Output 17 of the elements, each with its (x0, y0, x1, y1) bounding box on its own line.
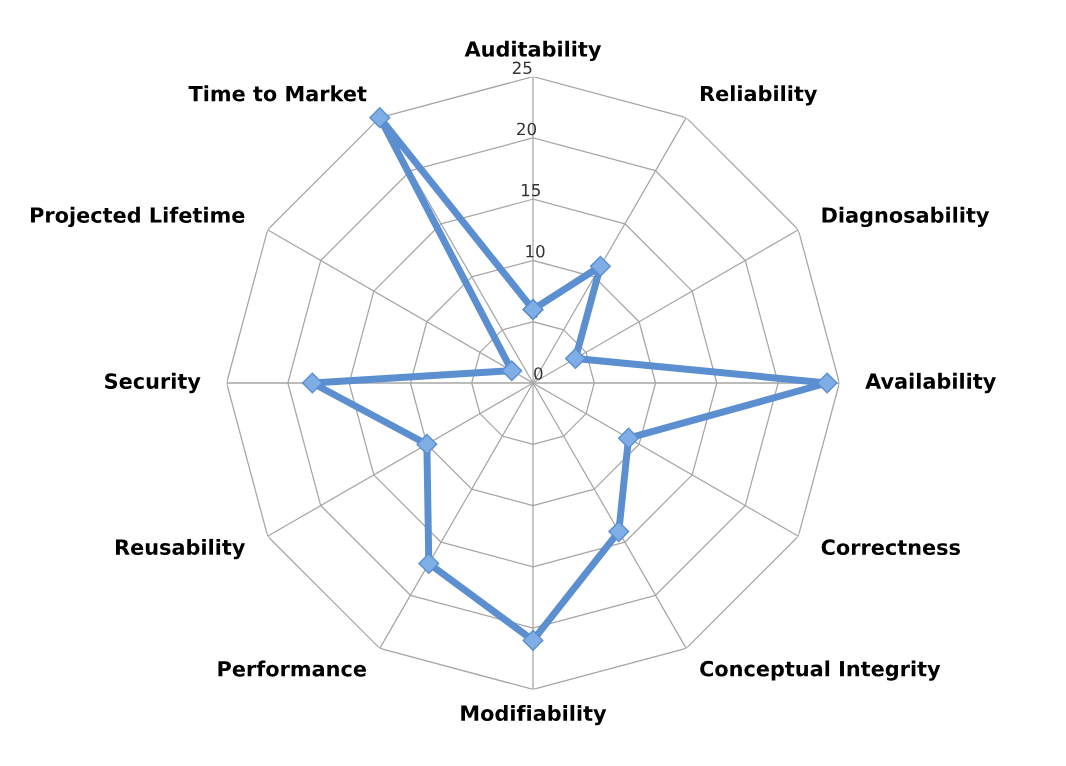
spoke-label: Diagnosability (822, 206, 990, 228)
spoke-label: Availability (865, 372, 996, 394)
spoke-label: Correctness (821, 539, 960, 556)
y-tick-label: 0 (534, 367, 543, 380)
spoke-label: Time to Market (188, 85, 367, 102)
spoke-label: Auditability (464, 40, 602, 62)
spoke-label: Security (105, 372, 201, 394)
spoke-label: Modifiability (461, 704, 607, 726)
spoke-label: Conceptual Integrity (700, 660, 941, 681)
y-tick-label: 10 (526, 244, 545, 258)
spoke-label: Performance (218, 660, 366, 677)
y-tick-label: 15 (522, 183, 540, 197)
y-tick-label: 20 (517, 122, 536, 136)
spoke-label: Projected Lifetime (31, 206, 245, 228)
spoke-label: Reusability (115, 538, 246, 560)
y-tick-label: 25 (512, 61, 532, 75)
spoke-label: Reliability (700, 85, 818, 106)
